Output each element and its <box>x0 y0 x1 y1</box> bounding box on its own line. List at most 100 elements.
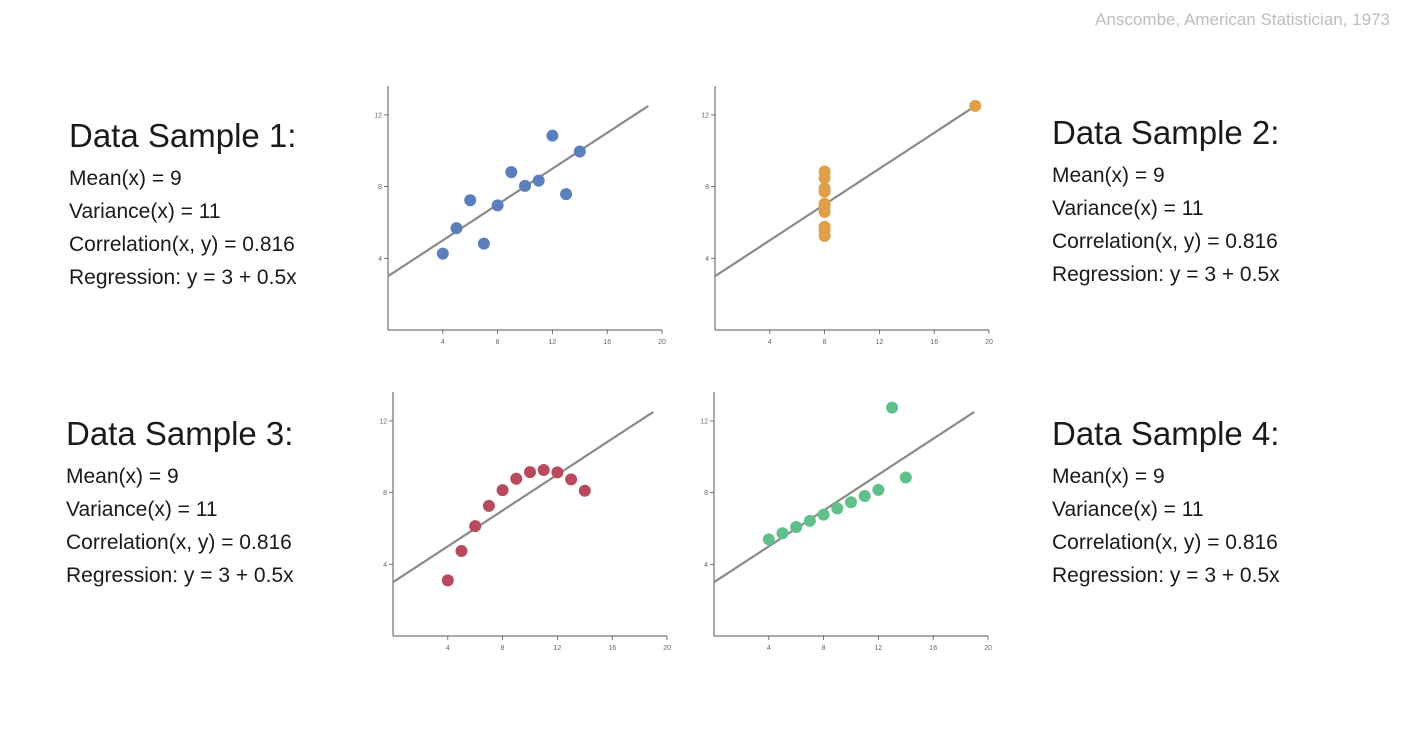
data-point <box>510 472 523 485</box>
data-point <box>537 464 550 477</box>
x-tick-label: 8 <box>823 339 827 346</box>
y-tick-label: 12 <box>701 112 709 119</box>
stat-mean: Mean(x) = 9 <box>1052 465 1165 488</box>
data-point <box>845 496 857 509</box>
scatter-plot-4: 4 8 12 16 20 4 8 12 <box>696 386 996 656</box>
chart-svg: 4 8 12 16 20 4 8 12 <box>374 86 666 346</box>
data-point <box>491 199 504 212</box>
stat-mean: Mean(x) = 9 <box>66 465 179 488</box>
y-tick-label: 8 <box>704 490 708 497</box>
sample-title: Data Sample 1: <box>69 117 297 154</box>
data-point <box>436 247 449 260</box>
stat-mean: Mean(x) = 9 <box>69 167 182 190</box>
y-tick-label: 4 <box>704 562 708 569</box>
y-tick-label: 4 <box>705 256 709 263</box>
regression-line <box>387 105 649 278</box>
stats-sample-1: Data Sample 1: Mean(x) = 9 Variance(x) =… <box>69 116 297 294</box>
regression-line <box>392 411 654 584</box>
data-point <box>565 473 578 486</box>
y-tick-label: 12 <box>700 418 708 425</box>
data-point <box>818 200 831 213</box>
stat-correlation: Correlation(x, y) = 0.816 <box>1052 230 1278 253</box>
x-tick-label: 4 <box>767 645 771 652</box>
citation: Anscombe, American Statistician, 1973 <box>1095 10 1390 29</box>
data-point <box>455 545 468 558</box>
x-tick-label: 12 <box>876 339 884 346</box>
data-point <box>818 172 831 185</box>
scatter-plot-1: 4 8 12 16 20 4 8 12 <box>370 80 670 350</box>
data-point <box>858 489 871 502</box>
data-point <box>886 401 899 414</box>
data-point <box>790 521 803 534</box>
data-point <box>831 502 844 515</box>
x-tick-label: 4 <box>441 339 445 346</box>
data-point <box>776 527 789 540</box>
data-point <box>450 222 463 235</box>
stat-regression: Regression: y = 3 + 0.5x <box>1052 263 1280 286</box>
stat-regression: Regression: y = 3 + 0.5x <box>1052 564 1280 587</box>
data-point <box>818 182 831 195</box>
x-tick-label: 8 <box>496 339 500 346</box>
x-tick-label: 8 <box>501 645 505 652</box>
x-tick-label: 8 <box>822 645 826 652</box>
stat-variance: Variance(x) = 11 <box>69 200 221 223</box>
data-point <box>546 129 559 142</box>
scatter-plot-3: 4 8 12 16 20 4 8 12 <box>375 386 675 656</box>
stat-variance: Variance(x) = 11 <box>1052 197 1204 220</box>
chart-svg: 4 8 12 16 20 4 8 12 <box>701 86 993 346</box>
data-point <box>573 145 586 158</box>
regression-line <box>713 411 975 584</box>
y-tick-label: 8 <box>383 490 387 497</box>
x-tick-label: 4 <box>768 339 772 346</box>
y-tick-label: 12 <box>374 112 382 119</box>
stat-correlation: Correlation(x, y) = 0.816 <box>69 233 295 256</box>
data-point <box>551 466 564 479</box>
regression-line <box>714 105 976 278</box>
data-point <box>469 520 482 533</box>
sample-title: Data Sample 4: <box>1052 415 1280 452</box>
stat-variance: Variance(x) = 11 <box>1052 498 1204 521</box>
x-tick-label: 20 <box>663 645 671 652</box>
data-point <box>803 514 816 527</box>
stats-sample-3: Data Sample 3: Mean(x) = 9 Variance(x) =… <box>66 414 294 592</box>
data-point <box>505 166 518 179</box>
data-point <box>969 99 982 112</box>
x-tick-label: 16 <box>929 645 937 652</box>
data-point <box>872 483 885 496</box>
stats-sample-4: Data Sample 4: Mean(x) = 9 Variance(x) =… <box>1052 414 1280 592</box>
data-point <box>899 471 912 484</box>
stat-correlation: Correlation(x, y) = 0.816 <box>66 531 292 554</box>
chart-svg: 4 8 12 16 20 4 8 12 <box>700 392 992 652</box>
x-tick-label: 4 <box>446 645 450 652</box>
x-tick-label: 16 <box>603 339 611 346</box>
x-tick-label: 20 <box>658 339 666 346</box>
data-point <box>464 194 477 207</box>
scatter-plot-2: 4 8 12 16 20 4 8 12 <box>697 80 997 350</box>
y-tick-label: 8 <box>378 184 382 191</box>
x-tick-label: 12 <box>549 339 557 346</box>
y-tick-label: 4 <box>378 256 382 263</box>
y-tick-label: 4 <box>383 562 387 569</box>
x-tick-label: 20 <box>984 645 992 652</box>
data-point <box>524 466 536 479</box>
y-tick-label: 8 <box>705 184 709 191</box>
data-point <box>817 508 830 521</box>
y-tick-label: 12 <box>379 418 387 425</box>
stat-regression: Regression: y = 3 + 0.5x <box>66 564 294 587</box>
sample-title: Data Sample 2: <box>1052 114 1280 151</box>
chart-svg: 4 8 12 16 20 4 8 12 <box>379 392 671 652</box>
data-point <box>762 533 775 546</box>
x-tick-label: 12 <box>554 645 562 652</box>
sample-title: Data Sample 3: <box>66 415 294 452</box>
x-tick-label: 16 <box>608 645 616 652</box>
data-point <box>496 484 509 497</box>
stat-correlation: Correlation(x, y) = 0.816 <box>1052 531 1278 554</box>
data-point <box>441 574 454 587</box>
stats-sample-2: Data Sample 2: Mean(x) = 9 Variance(x) =… <box>1052 113 1280 291</box>
data-point <box>560 188 573 201</box>
data-point <box>477 237 490 250</box>
data-point <box>532 174 545 187</box>
x-tick-label: 16 <box>930 339 938 346</box>
x-tick-label: 20 <box>985 339 993 346</box>
data-point <box>818 224 831 237</box>
